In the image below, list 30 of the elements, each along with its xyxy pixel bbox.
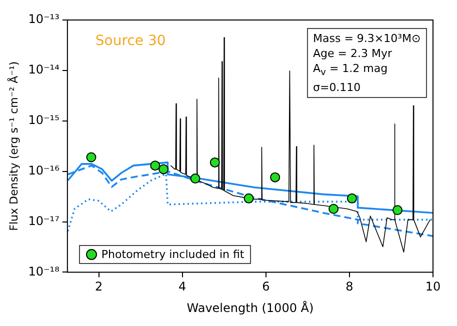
y-tick-label: 10⁻¹⁴ xyxy=(28,62,60,77)
y-tick-label: 10⁻¹⁵ xyxy=(28,113,60,128)
x-axis-title: Wavelength (1000 Å) xyxy=(186,300,314,315)
x-tick-label: 2 xyxy=(94,280,103,294)
point xyxy=(244,193,254,204)
annotation: Source 30 xyxy=(95,33,166,49)
point xyxy=(346,193,357,204)
y-axis-title: Flux Density (erg s⁻¹ cm⁻² Å⁻¹) xyxy=(6,61,20,231)
point xyxy=(210,157,220,168)
y-tick-label: 10⁻¹³ xyxy=(28,12,60,26)
x-tick-label: 10 xyxy=(425,280,441,294)
annotation: A$_{v}$ = 1.2 mag xyxy=(313,61,389,80)
line-series xyxy=(67,164,433,237)
point xyxy=(392,205,402,216)
annotation: Mass = 9.3×10³M⊙ xyxy=(313,31,421,46)
point xyxy=(190,174,200,184)
legend-label: Photometry included in fit xyxy=(101,248,244,262)
y-tick-label: 10⁻¹⁸ xyxy=(28,264,60,278)
point xyxy=(150,160,160,171)
point xyxy=(158,164,169,174)
x-tick-label: 4 xyxy=(178,280,186,294)
x-tick-label: 6 xyxy=(262,280,270,294)
annotation: σ=0.110 xyxy=(313,80,362,96)
point xyxy=(270,172,280,182)
point xyxy=(328,204,339,214)
annotation: Age = 2.3 Myr xyxy=(313,46,393,61)
point xyxy=(86,152,96,162)
x-tick-label: 8 xyxy=(346,280,354,294)
y-tick-label: 10⁻¹⁷ xyxy=(28,214,60,228)
y-tick-label: 10⁻¹⁶ xyxy=(28,163,60,178)
